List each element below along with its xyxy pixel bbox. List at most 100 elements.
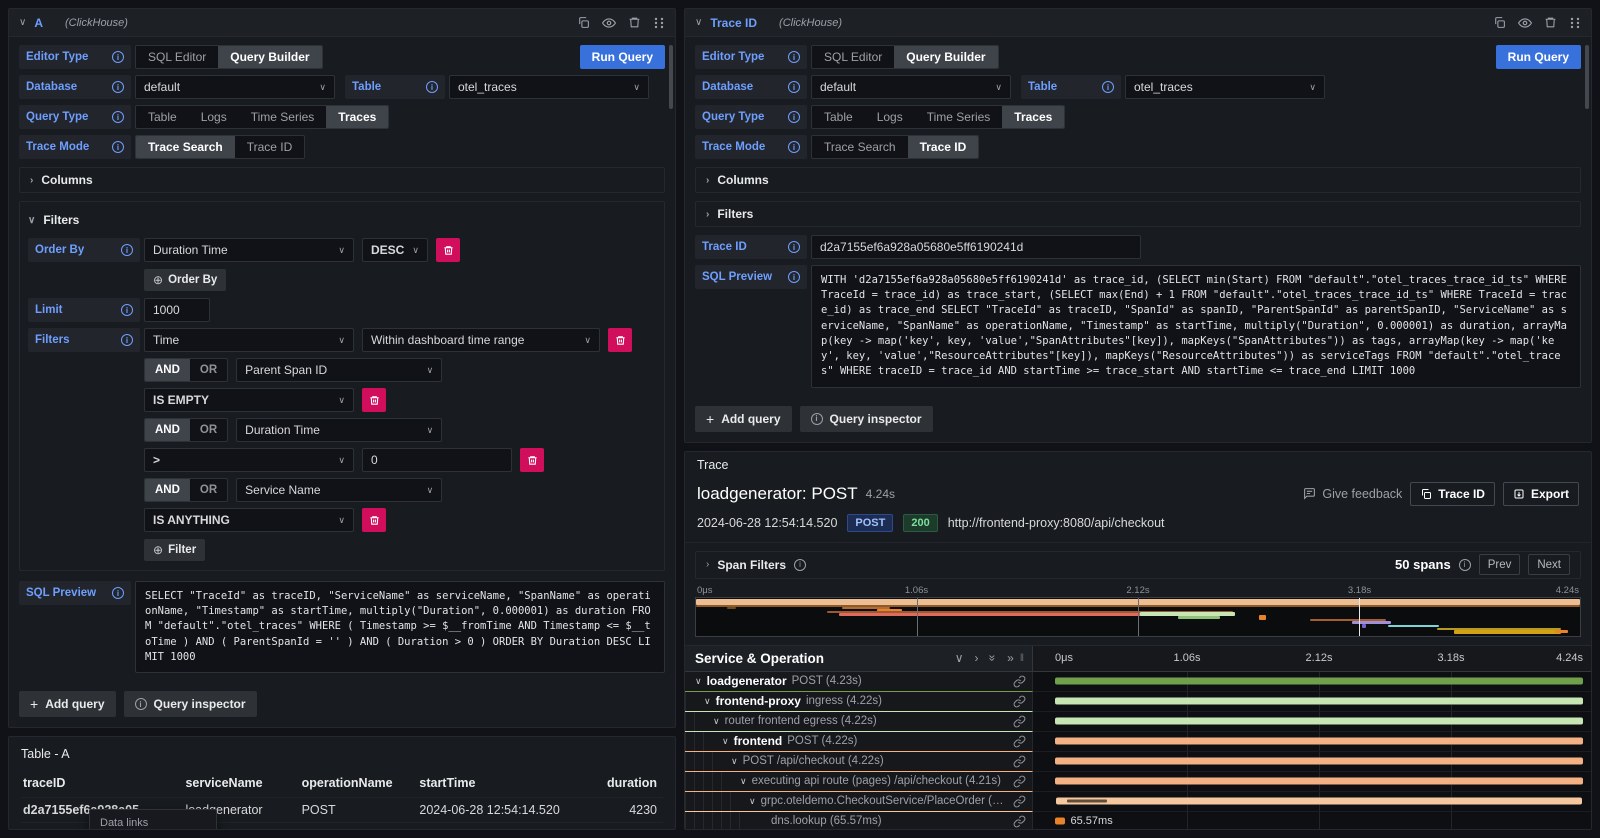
option-or[interactable]: OR: [190, 479, 227, 501]
table-select[interactable]: otel_traces∨: [1125, 75, 1325, 99]
span-name-cell[interactable]: ∨frontendPOST (4.22s): [685, 732, 1033, 752]
remove-condition-button[interactable]: [520, 448, 544, 472]
option-sql-editor[interactable]: SQL Editor: [136, 46, 218, 68]
span-bar[interactable]: [1055, 738, 1583, 745]
run-query-button[interactable]: Run Query: [580, 45, 665, 69]
span-bar[interactable]: [1055, 818, 1065, 825]
span-bar[interactable]: [1055, 698, 1583, 705]
option-logs[interactable]: Logs: [865, 106, 915, 128]
trace-id-button[interactable]: Trace ID: [1410, 482, 1495, 506]
chevron-right-icon[interactable]: ›: [706, 559, 709, 570]
collapse-all-icon[interactable]: »: [986, 655, 1000, 662]
span-name-cell[interactable]: ∨router frontend egress (4.22s): [685, 712, 1033, 732]
option-time-series[interactable]: Time Series: [239, 106, 327, 128]
column-header-startTime[interactable]: startTime: [417, 771, 594, 798]
query-inspector-button[interactable]: iQuery inspector: [124, 691, 257, 717]
column-header-traceID[interactable]: traceID: [21, 771, 183, 798]
span-bar[interactable]: [1056, 798, 1582, 805]
option-trace-search[interactable]: Trace Search: [136, 136, 235, 158]
option-table[interactable]: Table: [136, 106, 189, 128]
add-order-by-button[interactable]: ⊕Order By: [144, 269, 226, 291]
trace-minimap[interactable]: 0μs1.06s2.12s3.18s4.24s: [695, 585, 1581, 637]
option-trace-search[interactable]: Trace Search: [812, 136, 908, 158]
span-track[interactable]: [1033, 672, 1591, 692]
span-name-cell[interactable]: ∨executing api route (pages) /api/checko…: [685, 772, 1033, 792]
span-bar[interactable]: [1055, 778, 1583, 785]
option-trace-id[interactable]: Trace ID: [235, 136, 305, 158]
info-icon[interactable]: i: [112, 81, 124, 93]
duplicate-icon[interactable]: [1493, 16, 1506, 29]
remove-condition-button[interactable]: [362, 508, 386, 532]
export-button[interactable]: Export: [1503, 482, 1579, 506]
info-icon[interactable]: i: [121, 304, 133, 316]
info-icon[interactable]: i: [112, 141, 124, 153]
span-row[interactable]: ∨frontend-proxyingress (4.22s): [685, 692, 1591, 712]
option-traces[interactable]: Traces: [1002, 106, 1064, 128]
span-link-icon[interactable]: [1013, 795, 1032, 808]
chevron-down-icon[interactable]: ∨: [704, 696, 711, 707]
option-traces[interactable]: Traces: [326, 106, 388, 128]
limit-input[interactable]: 1000: [144, 298, 210, 322]
condition-field-select[interactable]: Duration Time∨: [236, 418, 442, 442]
option-and[interactable]: AND: [145, 479, 190, 501]
info-icon[interactable]: i: [788, 81, 800, 93]
span-track[interactable]: [1033, 752, 1591, 772]
condition-value-input[interactable]: 0: [362, 448, 512, 472]
span-name-cell[interactable]: ∨POST /api/checkout (4.22s): [685, 752, 1033, 772]
database-select[interactable]: default∨: [811, 75, 1011, 99]
chevron-down-icon[interactable]: ∨: [695, 676, 702, 687]
info-icon[interactable]: i: [112, 51, 124, 63]
span-name-cell[interactable]: ∨frontend-proxyingress (4.22s): [685, 692, 1033, 712]
span-row[interactable]: dns.lookup (65.57ms)65.57ms: [685, 812, 1591, 829]
minimap-band[interactable]: [695, 597, 1581, 637]
span-row[interactable]: ∨POST /api/checkout (4.22s): [685, 752, 1591, 772]
span-name-cell[interactable]: ∨loadgeneratorPOST (4.23s): [685, 672, 1033, 692]
option-or[interactable]: OR: [190, 419, 227, 441]
expand-one-icon[interactable]: ›: [974, 651, 978, 665]
collapse-chevron-icon[interactable]: ∨: [19, 17, 26, 28]
info-icon[interactable]: i: [788, 241, 800, 253]
add-query-button[interactable]: +Add query: [695, 406, 792, 432]
info-icon[interactable]: i: [1459, 559, 1471, 571]
span-row[interactable]: ∨grpc.oteldemo.CheckoutService/PlaceOrde…: [685, 792, 1591, 812]
span-row[interactable]: ∨router frontend egress (4.22s): [685, 712, 1591, 732]
filters-section-toggle[interactable]: ∨ Filters: [28, 208, 656, 232]
filter-value-select[interactable]: Within dashboard time range∨: [362, 328, 600, 352]
condition-operator-select[interactable]: IS ANYTHING∨: [144, 508, 354, 532]
column-resize-handle[interactable]: ‖: [1020, 653, 1024, 664]
scrollbar-thumb[interactable]: [1585, 45, 1589, 109]
span-bar[interactable]: [1055, 718, 1583, 725]
info-icon[interactable]: i: [788, 271, 800, 283]
span-track[interactable]: [1033, 732, 1591, 752]
span-link-icon[interactable]: [1013, 695, 1032, 708]
span-link-icon[interactable]: [1013, 815, 1032, 828]
span-link-icon[interactable]: [1013, 775, 1032, 788]
span-track[interactable]: [1033, 772, 1591, 792]
span-name-cell[interactable]: dns.lookup (65.57ms): [685, 812, 1033, 829]
option-or[interactable]: OR: [190, 359, 227, 381]
remove-condition-button[interactable]: [362, 388, 386, 412]
scrollbar-thumb[interactable]: [669, 45, 673, 109]
option-query-builder[interactable]: Query Builder: [218, 46, 321, 68]
column-header-operationName[interactable]: operationName: [300, 771, 418, 798]
condition-field-select[interactable]: Parent Span ID∨: [236, 358, 442, 382]
table-select[interactable]: otel_traces∨: [449, 75, 649, 99]
span-bar[interactable]: [1055, 678, 1583, 685]
option-query-builder[interactable]: Query Builder: [894, 46, 997, 68]
collapse-chevron-icon[interactable]: ∨: [695, 17, 702, 28]
database-select[interactable]: default∨: [135, 75, 335, 99]
trash-icon[interactable]: [628, 16, 641, 29]
info-icon[interactable]: i: [788, 141, 800, 153]
chevron-down-icon[interactable]: ∨: [713, 716, 720, 727]
chevron-down-icon[interactable]: ∨: [740, 776, 747, 787]
option-and[interactable]: AND: [145, 419, 190, 441]
info-icon[interactable]: i: [112, 111, 124, 123]
prev-span-button[interactable]: Prev: [1479, 554, 1521, 575]
span-link-icon[interactable]: [1013, 755, 1032, 768]
span-link-icon[interactable]: [1013, 675, 1032, 688]
order-by-field-select[interactable]: Duration Time∨: [144, 238, 354, 262]
span-track[interactable]: [1033, 712, 1591, 732]
option-table[interactable]: Table: [812, 106, 865, 128]
option-logs[interactable]: Logs: [189, 106, 239, 128]
trace-id-input[interactable]: d2a7155ef6a928a05680e5ff6190241d: [811, 235, 1141, 259]
